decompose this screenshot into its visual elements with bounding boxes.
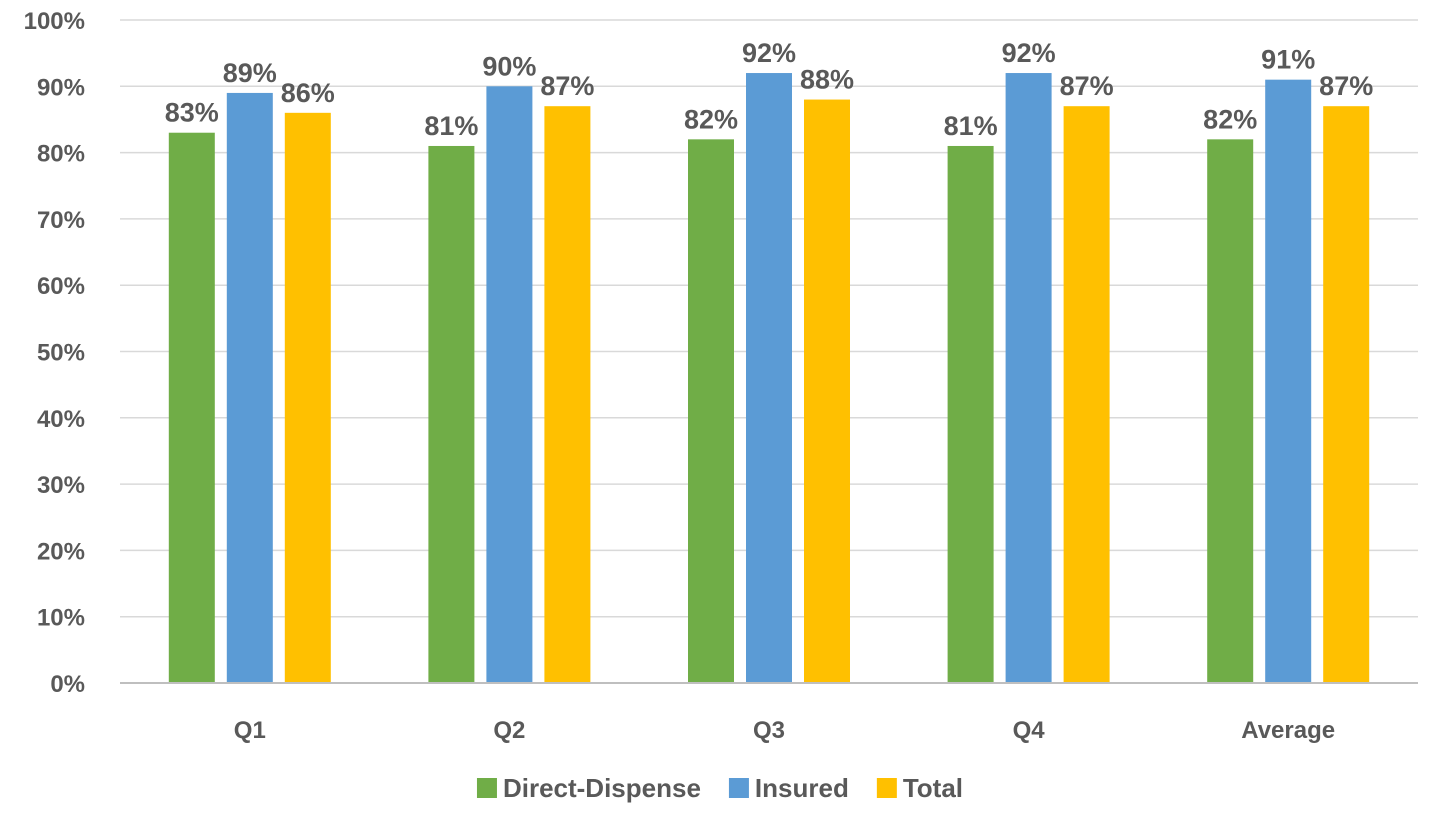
bar-insured-q1 — [226, 92, 273, 684]
bar-total-q1 — [284, 112, 331, 683]
x-axis: Q1 Q2 Q3 Q4 Average — [120, 682, 1418, 744]
data-label: 92% — [742, 38, 796, 68]
legend-label: Direct-Dispense — [503, 773, 701, 803]
y-tick-label: 10% — [37, 605, 85, 632]
y-axis-ticks: 0% 10% 20% 30% 40% 50% 60% 70% 80% 90% 100% — [24, 8, 85, 698]
legend-swatch — [876, 778, 897, 798]
data-label: 82% — [1203, 104, 1257, 134]
bar-total-average — [1323, 106, 1370, 683]
x-tick-label: Average — [1241, 717, 1335, 744]
y-tick-label: 50% — [37, 340, 85, 367]
legend-swatch — [476, 778, 497, 798]
bars — [168, 73, 1370, 684]
y-tick-label: 40% — [37, 406, 85, 433]
bar-total-q3 — [804, 99, 850, 683]
bar-total-q4 — [1063, 106, 1110, 683]
data-label: 81% — [424, 111, 478, 141]
y-tick-label: 0% — [50, 671, 85, 698]
bar-insured-q4 — [1005, 73, 1052, 684]
data-label: 92% — [1002, 38, 1056, 68]
data-label: 83% — [165, 98, 219, 128]
y-tick-label: 80% — [37, 141, 85, 168]
y-tick-label: 90% — [37, 74, 85, 101]
legend-label: Total — [903, 773, 963, 803]
y-tick-label: 60% — [37, 273, 85, 300]
y-tick-label: 100% — [24, 8, 85, 35]
bar-direct-dispense-q2 — [428, 145, 475, 684]
x-tick-label: Q2 — [493, 717, 525, 744]
y-tick-label: 70% — [37, 207, 85, 234]
x-tick-label: Q3 — [753, 717, 785, 744]
data-label: 82% — [684, 104, 738, 134]
data-label: 87% — [540, 71, 594, 101]
data-label: 90% — [482, 51, 536, 81]
legend-label: Insured — [755, 773, 849, 803]
data-label: 86% — [281, 78, 335, 108]
data-label: 87% — [1319, 71, 1373, 101]
data-label: 87% — [1060, 71, 1114, 101]
bar-direct-dispense-q3 — [688, 139, 734, 684]
legend-swatch — [728, 778, 749, 798]
x-tick-label: Q4 — [1013, 717, 1046, 744]
bar-direct-dispense-q4 — [947, 145, 994, 684]
legend: Direct-Dispense Insured Total — [476, 773, 963, 803]
y-tick-label: 30% — [37, 472, 85, 499]
x-tick-label: Q1 — [234, 717, 266, 744]
data-label: 91% — [1261, 45, 1315, 75]
y-tick-label: 20% — [37, 538, 85, 565]
data-label: 88% — [800, 65, 854, 95]
bar-insured-q3 — [746, 73, 792, 684]
bar-direct-dispense-q1 — [168, 132, 215, 683]
bar-total-q2 — [544, 106, 591, 683]
data-labels: 83%89%86%81%90%87%82%92%88%81%92%87%82%9… — [165, 38, 1373, 141]
data-label: 81% — [944, 111, 998, 141]
bar-insured-q2 — [486, 86, 533, 684]
bar-direct-dispense-average — [1207, 139, 1254, 684]
bar-insured-average — [1265, 79, 1312, 684]
data-label: 89% — [223, 58, 277, 88]
